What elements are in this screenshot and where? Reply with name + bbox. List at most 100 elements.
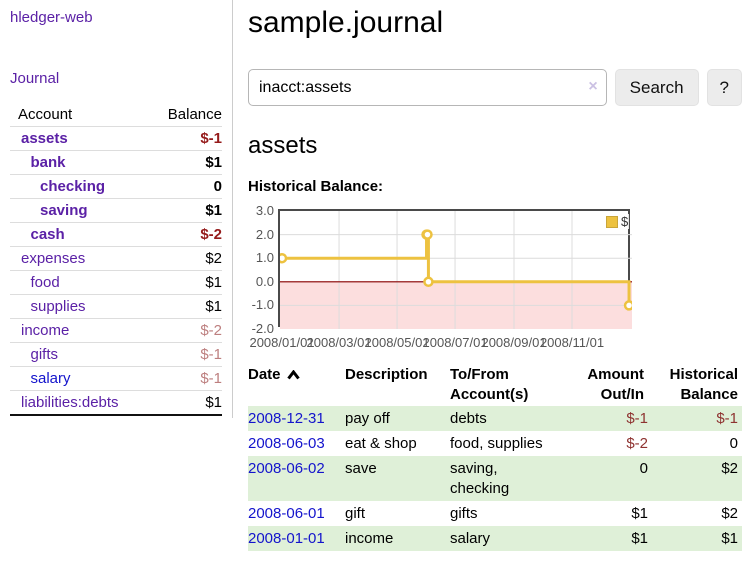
account-row: liabilities:debts $1 — [10, 390, 222, 416]
y-axis-label: 0.0 — [255, 273, 274, 289]
help-button[interactable]: ? — [706, 69, 742, 106]
transaction-balance: $1 — [721, 530, 738, 547]
account-balance: $2 — [138, 246, 222, 271]
register-row: 2008-06-02 save saving, checking 0 $2 — [248, 456, 742, 501]
accounts-header-balance: Balance — [138, 103, 222, 127]
account-row: supplies $1 — [10, 294, 222, 319]
account-link[interactable]: cash — [30, 226, 65, 243]
transaction-balance: $2 — [721, 460, 738, 477]
transaction-description: gift — [345, 505, 366, 522]
transaction-description: pay off — [345, 410, 390, 427]
account-balance: $-1 — [138, 126, 222, 151]
legend-swatch-icon — [606, 215, 618, 228]
account-link[interactable]: saving — [40, 202, 88, 219]
transaction-accounts: saving, checking — [450, 460, 510, 497]
transaction-date-link[interactable]: 2008-06-02 — [248, 460, 325, 477]
account-row: gifts $-1 — [10, 342, 222, 367]
register-row: 2008-06-03 eat & shop food, supplies $-2… — [248, 431, 742, 456]
account-balance: 0 — [138, 174, 222, 199]
y-axis-label: 1.0 — [255, 250, 274, 266]
search-input[interactable] — [248, 69, 607, 106]
account-link[interactable]: gifts — [30, 346, 59, 363]
main-content: sample.journal × Search ? assets Histori… — [248, 0, 742, 551]
account-heading: assets — [248, 132, 318, 159]
account-balance: $-1 — [138, 342, 222, 367]
search-button[interactable]: Search — [614, 69, 699, 106]
account-balance: $1 — [138, 150, 222, 175]
transaction-amount: 0 — [639, 460, 648, 477]
transaction-date-link[interactable]: 2008-06-03 — [248, 435, 325, 452]
account-link[interactable]: income — [21, 322, 70, 339]
y-axis-label: 2.0 — [255, 226, 274, 242]
y-axis-label: 3.0 — [255, 203, 274, 218]
account-link[interactable]: food — [30, 274, 60, 291]
account-row: checking 0 — [10, 174, 222, 199]
page-title: sample.journal — [248, 6, 444, 39]
register-table: Date Description To/From Account(s) Amou… — [248, 363, 742, 551]
transaction-balance: 0 — [729, 435, 738, 452]
transaction-amount: $-1 — [626, 410, 648, 427]
account-row: income $-2 — [10, 318, 222, 343]
register-row: 2008-01-01 income salary $1 $1 — [248, 526, 742, 551]
transaction-amount: $1 — [631, 530, 648, 547]
account-row: assets $-1 — [10, 126, 222, 151]
transaction-description: save — [345, 460, 377, 477]
x-axis-label: 2008/03/01 — [306, 335, 372, 350]
transaction-date-link[interactable]: 2008-06-01 — [248, 505, 325, 522]
account-balance: $1 — [138, 294, 222, 319]
transaction-description: income — [345, 530, 394, 547]
account-row: salary $-1 — [10, 366, 222, 391]
x-axis-label: 2008/01/01 — [249, 335, 315, 350]
column-header-description: Description — [345, 366, 428, 383]
transaction-description: eat & shop — [345, 435, 417, 452]
y-axis-label: -2.0 — [251, 321, 274, 336]
x-axis-label: 2008/05/01 — [364, 335, 430, 350]
sidebar-item-journal[interactable]: Journal — [10, 70, 60, 87]
sidebar: hledger-web Journal Account Balance asse… — [0, 0, 233, 418]
account-row: bank $1 — [10, 150, 222, 175]
x-axis-label: 2008/09/01 — [481, 335, 547, 350]
transaction-date-link[interactable]: 2008-01-01 — [248, 530, 325, 547]
register-row: 2008-06-01 gift gifts $1 $2 — [248, 501, 742, 526]
account-link[interactable]: bank — [30, 154, 66, 171]
column-header-date[interactable]: Date — [248, 363, 345, 406]
account-balance: $1 — [138, 390, 222, 416]
transaction-amount: $1 — [631, 505, 648, 522]
account-link[interactable]: supplies — [30, 298, 86, 315]
account-row: cash $-2 — [10, 222, 222, 247]
account-link[interactable]: assets — [21, 130, 68, 147]
transaction-amount: $-2 — [626, 435, 648, 452]
accounts-total-balance — [138, 414, 222, 417]
x-axis-label: 2008/11/01 — [539, 335, 605, 350]
transaction-accounts: food, supplies — [450, 435, 543, 452]
transaction-balance: $2 — [721, 505, 738, 522]
accounts-header-account: Account — [10, 103, 138, 127]
accounts-total-row — [10, 414, 222, 417]
account-balance: $-2 — [138, 318, 222, 343]
account-balance: $-1 — [138, 366, 222, 391]
chart-legend: $ — [605, 214, 630, 229]
account-link[interactable]: expenses — [21, 250, 86, 267]
account-link[interactable]: salary — [30, 370, 71, 387]
column-header-amount: Amount Out/In — [587, 366, 644, 403]
transaction-accounts: salary — [450, 530, 491, 547]
account-link[interactable]: liabilities:debts — [21, 394, 119, 411]
accounts-table: Account Balance assets $-1 bank $1 check… — [10, 103, 222, 417]
account-row: food $1 — [10, 270, 222, 295]
clear-search-icon[interactable]: × — [588, 78, 598, 95]
chart-title: Historical Balance: — [248, 178, 384, 195]
sort-ascending-icon — [286, 369, 300, 380]
account-row: expenses $2 — [10, 246, 222, 271]
legend-label: $ — [621, 214, 629, 229]
account-balance: $1 — [138, 198, 222, 223]
account-balance: $1 — [138, 270, 222, 295]
column-header-balance: Historical Balance — [669, 366, 738, 403]
y-axis-label: -1.0 — [251, 297, 274, 313]
transaction-date-link[interactable]: 2008-12-31 — [248, 410, 325, 427]
transaction-balance: $-1 — [716, 410, 738, 427]
account-row: saving $1 — [10, 198, 222, 223]
search-form: × Search ? — [248, 69, 742, 106]
register-header-row: Date Description To/From Account(s) Amou… — [248, 363, 742, 406]
account-link[interactable]: checking — [40, 178, 106, 195]
app-brand-link[interactable]: hledger-web — [10, 9, 93, 26]
